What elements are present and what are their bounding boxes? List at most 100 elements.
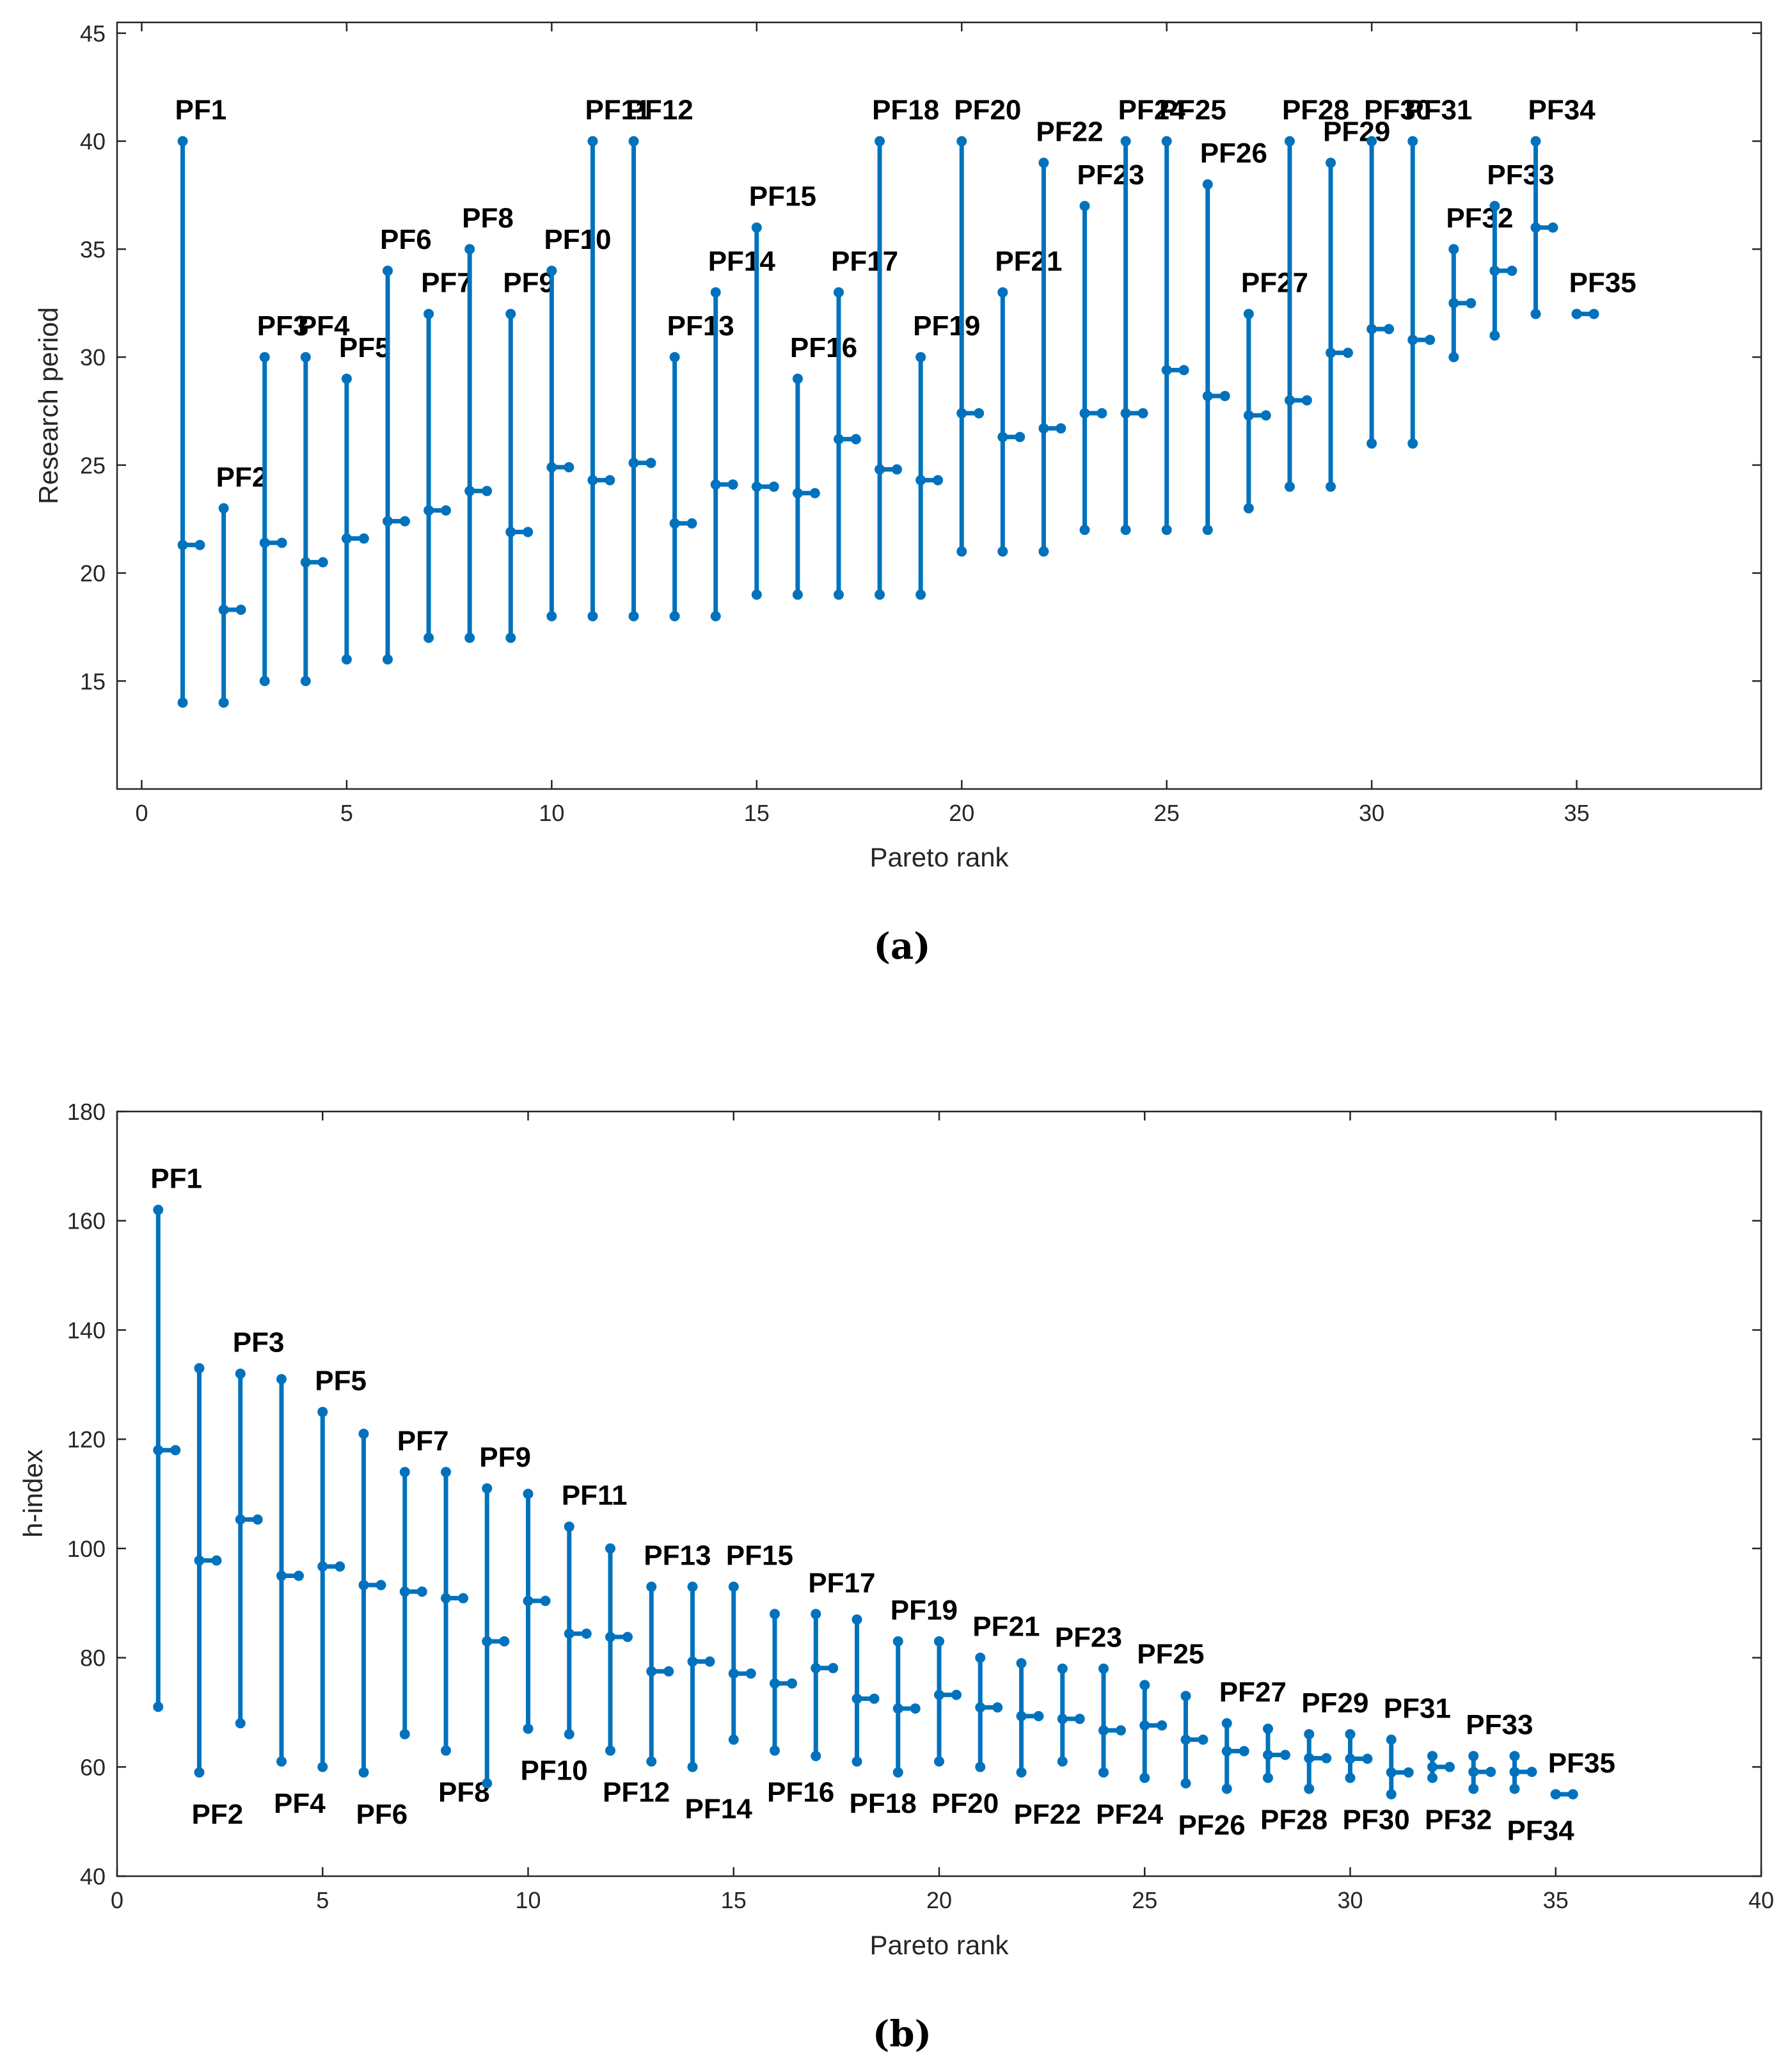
- chart-b-point-label: PF32: [1425, 1804, 1492, 1835]
- chart-a-mean-marker: [792, 488, 803, 498]
- chart-b-min-marker: [605, 1745, 615, 1756]
- chart-b-point-label: PF31: [1384, 1693, 1451, 1725]
- chart-b-min-marker: [1509, 1783, 1520, 1794]
- chart-a-max-marker: [710, 287, 721, 298]
- chart-b-ytick-label: 40: [80, 1863, 106, 1890]
- chart-b-max-marker: [1263, 1723, 1273, 1734]
- chart-b-point-label: PF9: [479, 1442, 531, 1473]
- chart-a-min-marker: [218, 697, 229, 708]
- chart-a-max-marker: [1448, 244, 1459, 255]
- chart-a-max-marker: [751, 222, 762, 233]
- chart-a-xtick-label: 0: [135, 800, 148, 826]
- chart-a-point-label: PF31: [1405, 95, 1472, 126]
- chart-b-max-marker: [1468, 1751, 1479, 1762]
- chart-a-max-marker: [792, 373, 803, 384]
- chart-b-point-pf21: PF21: [972, 1611, 1040, 1773]
- chart-b-mean-marker: [1509, 1766, 1520, 1777]
- chart-b-point-pf7: PF7: [397, 1425, 448, 1740]
- chart-a-point-label: PF12: [626, 95, 693, 126]
- chart-a-point-label: PF26: [1200, 138, 1267, 169]
- chart-b-point-pf24: PF24: [1096, 1663, 1164, 1830]
- chart-b-max-marker: [1139, 1680, 1150, 1691]
- chart-b-max-marker: [153, 1204, 164, 1215]
- chart-a-mean-marker: [259, 538, 270, 548]
- chart-b-xtick-label: 15: [721, 1887, 747, 1913]
- chart-a-point-pf35: PF35: [1569, 267, 1636, 319]
- chart-a-xtick-label: 15: [744, 800, 770, 826]
- chart-a-point-label: PF7: [421, 267, 473, 299]
- chart-a-mean-marker: [464, 486, 475, 497]
- chart-b-xtick-label: 0: [111, 1887, 123, 1913]
- chart-a-mean-end-marker: [482, 486, 493, 497]
- chart-a-min-marker: [710, 611, 721, 622]
- chart-b-xtick-label: 35: [1543, 1887, 1569, 1913]
- chart-a-max-marker: [587, 136, 598, 147]
- chart-a-mean-marker: [1571, 308, 1582, 319]
- chart-a-mean-marker: [669, 518, 680, 529]
- chart-a-mean-end-marker: [1137, 408, 1148, 418]
- chart-a-mean-marker: [956, 408, 967, 418]
- chart-b-mean-marker: [728, 1668, 739, 1679]
- chart-a-min-marker: [997, 546, 1008, 557]
- chart-b-point-label: PF10: [521, 1755, 588, 1787]
- chart-a-mean-end-marker: [399, 516, 410, 527]
- chart-b-max-marker: [975, 1652, 986, 1663]
- chart-b-min-marker: [851, 1756, 862, 1767]
- chart-a-min-marker: [341, 654, 352, 665]
- chart-a-min-marker: [669, 611, 680, 622]
- chart-a-point-pf9: PF9: [503, 267, 555, 643]
- chart-b-max-marker: [276, 1374, 287, 1385]
- chart-a-max-marker: [915, 352, 926, 363]
- chart-b-point-pf26: PF26: [1178, 1691, 1246, 1841]
- chart-a-point-pf19: PF19: [913, 310, 980, 600]
- chart-b-mean-end-marker: [869, 1693, 880, 1704]
- chart-b-max-marker: [934, 1636, 944, 1646]
- chart-b-xtick-label: 20: [926, 1887, 952, 1913]
- chart-b-point-label: PF25: [1137, 1638, 1204, 1670]
- chart-a-min-marker: [177, 697, 188, 708]
- chart-b-marks: PF1 PF2 PF3 PF4 PF5 PF6 PF7 PF8 PF9 PF10 PF11 PF12 P…: [150, 1163, 1615, 1847]
- chart-b-point-label: PF21: [972, 1611, 1040, 1643]
- chart-a-point-pf23: PF23: [1077, 159, 1144, 536]
- chart-a-mean-marker: [382, 516, 393, 527]
- chart-b-point-label: PF18: [850, 1788, 917, 1819]
- chart-b-point-pf6: PF6: [356, 1428, 408, 1830]
- chart-a-mean-marker: [997, 431, 1008, 442]
- chart-b-mean-end-marker: [786, 1678, 797, 1689]
- chart-a-mean-marker: [1448, 298, 1459, 308]
- chart-b-mean-marker: [1550, 1789, 1561, 1799]
- chart-a-mean-end-marker: [1056, 423, 1066, 434]
- chart-a-max-marker: [341, 373, 352, 384]
- chart-a-point-pf26: PF26: [1200, 138, 1267, 536]
- chart-a-point-pf15: PF15: [749, 181, 816, 600]
- chart-b-point-label: PF23: [1055, 1622, 1122, 1654]
- chart-b-point-pf10: PF10: [521, 1488, 588, 1787]
- chart-a-xtick-label: 10: [539, 800, 564, 826]
- chart-b-min-marker: [1180, 1778, 1191, 1789]
- chart-b-max-marker: [399, 1467, 410, 1478]
- chart-a-point-label: PF4: [298, 310, 350, 342]
- chart-a-point-pf32: PF32: [1446, 202, 1513, 363]
- chart-a-mean-end-marker: [1588, 308, 1599, 319]
- chart-b-mean-end-marker: [1157, 1720, 1168, 1731]
- chart-b-min-marker: [523, 1723, 534, 1734]
- chart-b-mean-marker: [811, 1662, 821, 1673]
- chart-a-point-label: PF35: [1569, 267, 1636, 299]
- chart-a-point-label: PF8: [462, 202, 514, 234]
- chart-b-point-label: PF6: [356, 1799, 408, 1830]
- chart-a-mean-end-marker: [564, 462, 574, 473]
- chart-a-point-label: PF14: [708, 246, 776, 277]
- chart-b-mean-end-marker: [335, 1561, 345, 1572]
- chart-b-mean-marker: [646, 1666, 657, 1677]
- chart-a-point-pf13: PF13: [667, 310, 734, 622]
- chart-b-xlabel: Pareto rank: [869, 1930, 1009, 1960]
- chart-b-mean-marker: [1427, 1762, 1438, 1773]
- chart-a-mean-marker: [1079, 408, 1090, 418]
- chart-a-mean-end-marker: [276, 538, 287, 548]
- chart-b-max-marker: [1386, 1734, 1397, 1745]
- chart-a-min-marker: [875, 589, 885, 600]
- chart-b-point-label: PF33: [1466, 1709, 1533, 1741]
- chart-a-max-marker: [875, 136, 885, 147]
- chart-a-xtick-label: 5: [340, 800, 353, 826]
- chart-a-mean-end-marker: [441, 505, 451, 516]
